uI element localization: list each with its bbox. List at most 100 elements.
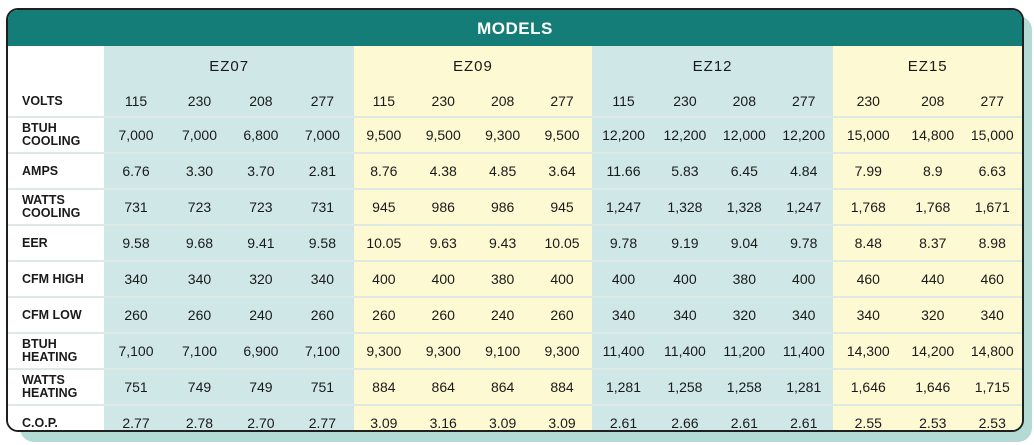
table-cell: 320	[903, 296, 963, 333]
table-cell: 749	[231, 368, 291, 405]
table-cell: 260	[413, 296, 473, 333]
table-cell: 440	[903, 260, 963, 297]
table-cell: 986	[413, 188, 473, 225]
table-cell: 260	[290, 296, 355, 333]
table-cell: 320	[231, 260, 291, 297]
table-row: AMPS 6.76 3.30 3.70 2.81 8.76 4.38 4.85 3.64 11.6…	[8, 152, 1022, 189]
table-cell: 2.81	[290, 152, 355, 189]
table-cell: 260	[354, 296, 414, 333]
table-cell: 945	[354, 188, 414, 225]
table-cell: 6.45	[714, 152, 775, 189]
model-name: EZ15	[833, 46, 1022, 86]
table-cell: 3.30	[167, 152, 232, 189]
table-cell: 9,300	[413, 332, 473, 369]
table-cell: 14,300	[833, 332, 904, 369]
table-cell: 2.61	[774, 404, 834, 430]
table-cell: 1,328	[714, 188, 775, 225]
table-cell: 12,000	[714, 116, 775, 153]
table-cell: 7,100	[104, 332, 168, 369]
table-cell: 9.41	[231, 224, 291, 261]
table-cell: 8.9	[903, 152, 963, 189]
table-cell: 340	[833, 296, 904, 333]
table-cell: 1,258	[714, 368, 775, 405]
table-cell: 864	[413, 368, 473, 405]
table-cell: 1,281	[774, 368, 834, 405]
table-cell: 723	[231, 188, 291, 225]
table-cell: 9,100	[472, 332, 533, 369]
volts-value: 208	[472, 86, 533, 117]
table-cell: 240	[472, 296, 533, 333]
table-cell: 400	[413, 260, 473, 297]
table-cell: 731	[104, 188, 168, 225]
table-cell: 14,200	[903, 332, 963, 369]
table-cell: 1,646	[833, 368, 904, 405]
table-cell: 9.58	[104, 224, 168, 261]
table-cell: 9.78	[774, 224, 834, 261]
table-cell: 4.84	[774, 152, 834, 189]
table-cell: 1,281	[591, 368, 656, 405]
row-label: BTUH HEATING	[8, 332, 105, 369]
table-cell: 2.53	[962, 404, 1022, 430]
table-row: EER 9.58 9.68 9.41 9.58 10.05 9.63 9.43 10.05 9.7…	[8, 224, 1022, 261]
row-label: CFM HIGH	[8, 260, 105, 297]
volts-value: 115	[591, 86, 656, 117]
table-cell: 7,000	[290, 116, 355, 153]
row-label-line: WATTS	[22, 373, 65, 387]
table-cell: 1,768	[903, 188, 963, 225]
table-cell: 12,200	[774, 116, 834, 153]
table-cell: 4.38	[413, 152, 473, 189]
row-label-line: CFM HIGH	[22, 271, 84, 286]
table-cell: 864	[472, 368, 533, 405]
table-cell: 7,100	[290, 332, 355, 369]
volts-value: 208	[903, 86, 963, 117]
table-cell: 6.76	[104, 152, 168, 189]
table-cell: 12,200	[655, 116, 715, 153]
table-cell: 1,258	[655, 368, 715, 405]
model-name: EZ09	[354, 46, 592, 86]
table-cell: 884	[532, 368, 592, 405]
row-label-line: BTUH	[22, 337, 57, 351]
table-cell: 340	[591, 296, 656, 333]
table-cell: 9.04	[714, 224, 775, 261]
table-cell: 1,328	[655, 188, 715, 225]
table-cell: 260	[532, 296, 592, 333]
table-row: C.O.P. 2.77 2.78 2.70 2.77 3.09 3.16 3.09 3.09 2.…	[8, 404, 1022, 430]
table-row: WATTS HEATING 751 749 749 751 884 864 864 884 1,28…	[8, 368, 1022, 405]
row-label-line: COOLING	[22, 206, 81, 220]
table-cell: 2.61	[591, 404, 656, 430]
table-cell: 340	[655, 296, 715, 333]
table-cell: 8.48	[833, 224, 904, 261]
table-cell: 340	[104, 260, 168, 297]
table-cell: 400	[591, 260, 656, 297]
table-cell: 460	[962, 260, 1022, 297]
table-cell: 986	[472, 188, 533, 225]
table-cell: 9,500	[413, 116, 473, 153]
specs-table-frame: MODELS EZ07 EZ09 EZ12 EZ15 VOLTS 115 230 208 277…	[6, 8, 1024, 432]
models-title: MODELS	[8, 10, 1022, 46]
table-cell: 7,100	[167, 332, 232, 369]
table-cell: 6,900	[231, 332, 291, 369]
table-cell: 320	[714, 296, 775, 333]
table-cell: 340	[962, 296, 1022, 333]
table-cell: 2.70	[231, 404, 291, 430]
table-cell: 260	[104, 296, 168, 333]
table-cell: 12,200	[591, 116, 656, 153]
table-cell: 15,000	[962, 116, 1022, 153]
table-cell: 884	[354, 368, 414, 405]
table-row: BTUH COOLING 7,000 7,000 6,800 7,000 9,500 9,50…	[8, 116, 1022, 153]
table-cell: 1,646	[903, 368, 963, 405]
table-cell: 731	[290, 188, 355, 225]
table-cell: 723	[167, 188, 232, 225]
row-label: EER	[8, 224, 105, 261]
table-cell: 460	[833, 260, 904, 297]
table-cell: 6.63	[962, 152, 1022, 189]
specs-table: EZ07 EZ09 EZ12 EZ15 VOLTS 115 230 208 277 115 230 2…	[8, 46, 1022, 430]
volts-row: VOLTS 115 230 208 277 115 230 208 277 115 230 208 27…	[8, 86, 1022, 117]
table-cell: 4.85	[472, 152, 533, 189]
table-cell: 945	[532, 188, 592, 225]
table-cell: 3.09	[472, 404, 533, 430]
table-cell: 7,000	[104, 116, 168, 153]
table-cell: 2.66	[655, 404, 715, 430]
table-cell: 10.05	[532, 224, 592, 261]
table-cell: 11.66	[591, 152, 656, 189]
